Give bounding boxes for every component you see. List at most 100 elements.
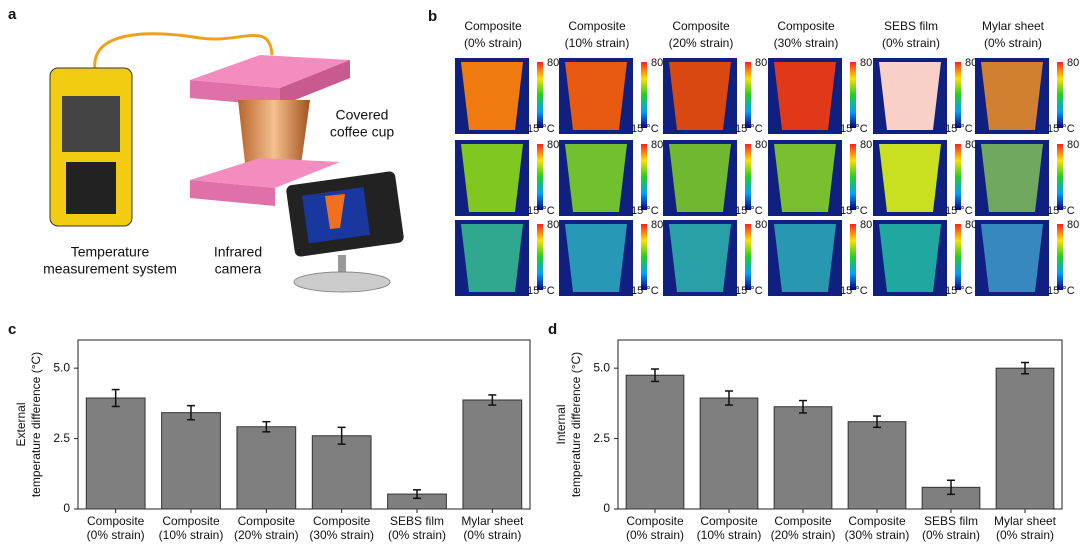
x-tick-label: (0% strain) <box>388 528 446 542</box>
thermal-cup <box>879 144 941 212</box>
scale-min: 15 °C <box>1047 285 1075 297</box>
bar <box>773 406 833 510</box>
scale-min: 15 °C <box>631 285 659 297</box>
bar <box>462 399 523 510</box>
color-bar <box>955 224 961 290</box>
color-bar <box>850 144 856 210</box>
y-label-line: External <box>14 402 28 446</box>
thermal-cup <box>565 144 627 212</box>
plot-frame <box>77 339 531 510</box>
x-tick-label: (20% strain) <box>234 528 299 542</box>
meter-keys <box>66 162 116 214</box>
scale-min: 15 °C <box>840 205 868 217</box>
color-bar <box>641 224 647 290</box>
scale-min: 15 °C <box>735 285 763 297</box>
column-header: (0% strain) <box>464 36 522 50</box>
y-tick-label: 0 <box>63 501 70 515</box>
thermal-cup <box>669 62 731 130</box>
cup-label: Covered <box>336 107 389 123</box>
y-label-line: temperature difference (°C) <box>29 352 43 497</box>
column-header: (0% strain) <box>882 36 940 50</box>
color-bar <box>1057 224 1063 290</box>
column-header: Mylar sheet <box>982 19 1045 33</box>
column-header: SEBS film <box>884 19 938 33</box>
column-header: (30% strain) <box>774 36 839 50</box>
scale-min: 15 °C <box>945 205 973 217</box>
thermal-cup <box>774 144 836 212</box>
cup <box>238 100 310 172</box>
plot-frame <box>617 339 1063 510</box>
column-header: Composite <box>672 19 730 33</box>
column-header: (20% strain) <box>669 36 734 50</box>
color-bar <box>641 62 647 128</box>
y-tick-label: 5.0 <box>53 360 70 374</box>
press-top-side <box>190 80 280 106</box>
x-tick-label: SEBS film <box>390 514 444 528</box>
color-bar <box>537 144 543 210</box>
thermal-cup <box>461 144 523 212</box>
thermal-cup <box>461 62 523 130</box>
scale-min: 15 °C <box>735 123 763 135</box>
cup-label: coffee cup <box>330 124 395 140</box>
scale-min: 15 °C <box>527 285 555 297</box>
y-tick-label: 2.5 <box>53 431 70 445</box>
scale-min: 15 °C <box>1047 123 1075 135</box>
thermal-cup <box>774 62 836 130</box>
thermal-cup <box>565 224 627 292</box>
color-bar <box>745 224 751 290</box>
y-tick-label: 5.0 <box>593 360 610 374</box>
meter-label: measurement system <box>43 261 177 277</box>
x-tick-label: Composite <box>162 514 220 528</box>
y-axis-label: Internal temperature difference (°C) <box>554 352 583 497</box>
x-tick-label: Composite <box>238 514 296 528</box>
color-bar <box>537 224 543 290</box>
bar <box>236 426 297 510</box>
panel-label: d <box>548 321 557 338</box>
x-tick-label: (0% strain) <box>922 528 980 542</box>
meter-screen <box>62 96 120 152</box>
x-tick-label: Composite <box>700 514 758 528</box>
thermal-cup <box>565 62 627 130</box>
color-bar <box>1057 144 1063 210</box>
bar <box>847 421 907 510</box>
x-tick-label: Mylar sheet <box>994 514 1057 528</box>
bar <box>85 397 146 510</box>
press-bottom <box>190 158 340 188</box>
thermal-cup <box>669 224 731 292</box>
scale-min: 15 °C <box>840 123 868 135</box>
color-bar <box>850 224 856 290</box>
panel-label: a <box>8 6 17 23</box>
column-header: Composite <box>464 19 522 33</box>
x-tick-label: (0% strain) <box>463 528 521 542</box>
y-label-line: Internal <box>554 404 568 444</box>
x-tick-label: (20% strain) <box>771 528 836 542</box>
color-bar <box>955 144 961 210</box>
thermal-cup <box>981 224 1043 292</box>
press-top <box>190 55 350 88</box>
press-top-side <box>280 60 350 106</box>
scale-min: 15 °C <box>945 285 973 297</box>
bar <box>699 397 759 510</box>
color-bar <box>537 62 543 128</box>
color-bar <box>745 62 751 128</box>
color-bar <box>850 62 856 128</box>
bar <box>161 412 221 510</box>
scale-min: 15 °C <box>527 123 555 135</box>
x-tick-label: Composite <box>626 514 684 528</box>
thermal-cup <box>669 144 731 212</box>
y-tick-label: 0 <box>603 501 610 515</box>
thermal-cup <box>981 62 1043 130</box>
y-label-line: temperature difference (°C) <box>569 352 583 497</box>
stand-base <box>293 271 391 293</box>
color-bar <box>745 144 751 210</box>
color-bar <box>955 62 961 128</box>
scale-min: 15 °C <box>735 205 763 217</box>
x-tick-label: (0% strain) <box>996 528 1054 542</box>
camera-label: camera <box>215 261 262 277</box>
camera-cup <box>325 194 345 229</box>
x-tick-label: SEBS film <box>924 514 978 528</box>
column-header: (0% strain) <box>984 36 1042 50</box>
scale-min: 15 °C <box>945 123 973 135</box>
press-bottom-side <box>190 180 275 206</box>
y-tick-label: 2.5 <box>593 431 610 445</box>
